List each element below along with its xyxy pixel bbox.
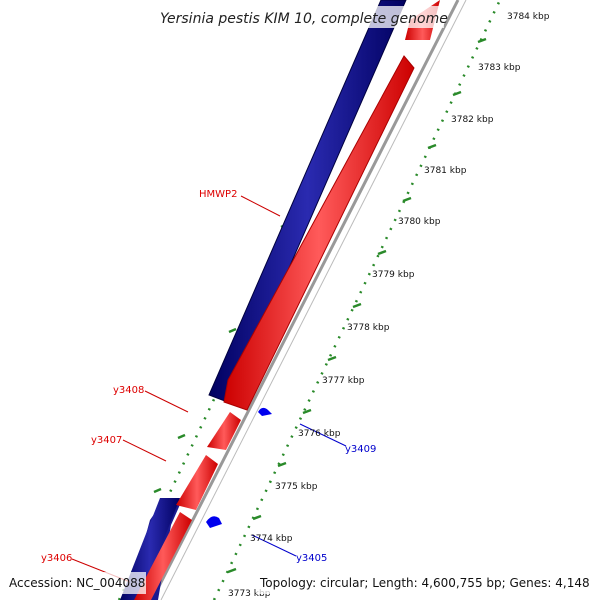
gene-label-y3406[interactable]: y3406: [41, 553, 72, 564]
leader-line: [251, 534, 297, 557]
scale-label: 3773 kbp: [228, 589, 271, 599]
major-tick: [477, 37, 487, 44]
major-tick: [153, 487, 162, 494]
scale-label: 3775 kbp: [275, 482, 318, 492]
scale-label: 3778 kbp: [347, 323, 390, 333]
major-tick: [327, 355, 337, 362]
major-tick: [227, 567, 237, 574]
major-tick: [277, 461, 287, 468]
scale-label: 3779 kbp: [372, 270, 415, 280]
major-tick: [228, 327, 237, 334]
leader-line: [122, 439, 167, 462]
forward-strand-features: [120, 0, 407, 600]
leader-line: [240, 195, 281, 217]
forward-gene-feature[interactable]: [208, 0, 407, 404]
scale-label: 3783 kbp: [478, 63, 521, 73]
leader-line: [144, 390, 189, 413]
title-background: [156, 6, 444, 28]
genome-summary-text: Topology: circular; Length: 4,600,755 bp…: [259, 576, 590, 590]
scale-label: 3781 kbp: [424, 166, 467, 176]
scale-label: 3782 kbp: [451, 115, 494, 125]
major-tick: [177, 433, 186, 440]
gene-label-y3409[interactable]: y3409: [345, 444, 376, 455]
gene-label-y3407[interactable]: y3407: [91, 435, 122, 446]
reverse-gene-feature[interactable]: [176, 455, 218, 510]
scale-label: 3784 kbp: [507, 12, 550, 22]
backbone-line-inner: [160, 0, 467, 600]
major-tick: [352, 302, 362, 309]
major-tick: [427, 143, 437, 150]
major-tick: [252, 514, 262, 521]
scale-label: 3774 kbp: [250, 534, 293, 544]
reverse-gene-feature[interactable]: [207, 412, 241, 450]
small-feature-markers: [206, 407, 272, 528]
small-forward-feature[interactable]: [258, 407, 272, 416]
accession-background: [6, 572, 146, 594]
gene-labels: HMWP2 y3408 y3407 y3406 y3409 y3405: [41, 189, 376, 564]
footer-info: Accession: NC_004088 Topology: circular;…: [6, 572, 594, 594]
map-title-group: Yersinia pestis KIM 10, complete genome: [156, 6, 448, 28]
reverse-gene-feature[interactable]: [223, 55, 415, 411]
reverse-strand-features: [134, 0, 440, 600]
major-tick: [377, 249, 387, 256]
summary-background: [256, 572, 594, 594]
major-tick: [452, 90, 462, 97]
accession-text: Accession: NC_004088: [9, 576, 145, 590]
scale-label: 3780 kbp: [398, 217, 441, 227]
backbone-lines: [150, 0, 467, 600]
major-ticks-outer: [227, 37, 487, 574]
scale-labels: 3773 kbp 3774 kbp 3775 kbp 3776 kbp 3777…: [228, 12, 550, 599]
backbone-line: [150, 0, 460, 600]
reverse-gene-feature[interactable]: [134, 512, 192, 600]
gene-label-y3408[interactable]: y3408: [113, 385, 144, 396]
tick-track-outer: [212, 0, 502, 600]
small-forward-feature[interactable]: [206, 516, 222, 528]
gene-label-y3405[interactable]: y3405: [296, 553, 327, 564]
major-tick: [302, 408, 312, 415]
gene-label-hmwp2[interactable]: HMWP2: [199, 189, 237, 200]
scale-label: 3776 kbp: [298, 429, 341, 439]
scale-label: 3777 kbp: [322, 376, 365, 386]
leader-line: [299, 423, 347, 447]
dotted-track: [212, 0, 502, 600]
map-title: Yersinia pestis KIM 10, complete genome: [160, 11, 448, 27]
major-tick: [402, 196, 412, 203]
